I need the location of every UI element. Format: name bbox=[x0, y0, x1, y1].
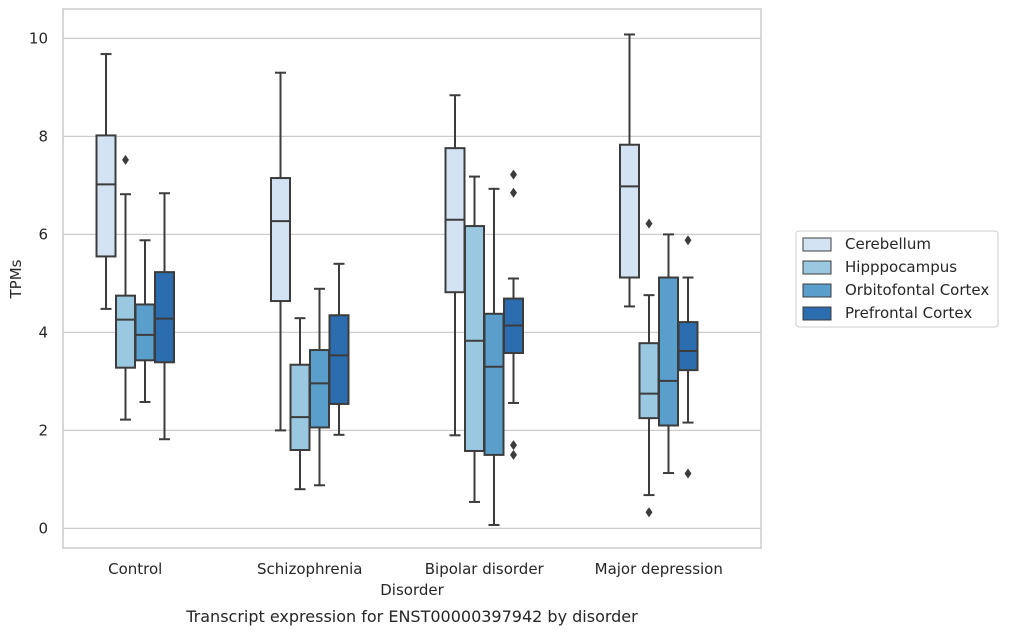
chart-caption: Transcript expression for ENST0000039794… bbox=[185, 607, 638, 626]
x-tick-label: Schizophrenia bbox=[257, 560, 362, 578]
outlier-point bbox=[684, 468, 692, 479]
y-axis-label: TPMs bbox=[7, 259, 25, 299]
y-tick-label: 6 bbox=[38, 225, 48, 243]
box-prefrontal-cortex bbox=[328, 262, 350, 436]
y-gridlines bbox=[63, 37, 761, 530]
legend-frame bbox=[795, 230, 999, 328]
legend: Cerebellum Hipppocampus Orbitofontal Corte… bbox=[795, 230, 999, 328]
box-hipppocampus bbox=[115, 154, 136, 421]
box-groups bbox=[95, 33, 699, 526]
outlier-point bbox=[510, 169, 517, 180]
box-iqr bbox=[483, 312, 505, 456]
box-iqr bbox=[619, 143, 640, 279]
box-prefrontal-cortex bbox=[677, 235, 699, 479]
legend-label: Orbitofontal Cortex bbox=[845, 281, 989, 299]
box-prefrontal-cortex bbox=[154, 192, 175, 441]
y-tick-label: 2 bbox=[38, 421, 48, 439]
plot-background bbox=[63, 9, 761, 548]
box-cerebellum bbox=[619, 33, 640, 308]
legend-swatch bbox=[802, 306, 832, 321]
legend-label: Prefrontal Cortex bbox=[845, 304, 972, 322]
outlier-point bbox=[645, 507, 653, 518]
outlier-point bbox=[684, 235, 692, 246]
outlier-point bbox=[510, 187, 517, 198]
box-iqr bbox=[328, 314, 350, 405]
box-iqr bbox=[115, 294, 136, 369]
outlier-point bbox=[510, 449, 517, 460]
outlier-point bbox=[122, 154, 129, 165]
legend-swatch bbox=[802, 260, 832, 275]
x-tick-label: Control bbox=[108, 560, 162, 578]
box-iqr bbox=[658, 276, 679, 427]
y-tick-label: 10 bbox=[29, 29, 48, 47]
y-tick-label: 8 bbox=[38, 127, 48, 145]
legend-swatch bbox=[802, 283, 832, 298]
x-tick-label: Major depression bbox=[595, 560, 723, 578]
y-axis-ticks: 0 2 4 6 8 10 bbox=[29, 29, 48, 537]
box-iqr bbox=[638, 342, 660, 420]
box-iqr bbox=[270, 177, 291, 303]
box-cerebellum bbox=[95, 53, 117, 310]
y-tick-label: 0 bbox=[38, 519, 48, 537]
x-axis-label: Disorder bbox=[380, 581, 444, 599]
legend-swatch bbox=[802, 237, 832, 252]
box-prefrontal-cortex bbox=[503, 169, 524, 460]
box-orbitofontal-cortex bbox=[483, 187, 505, 526]
box-iqr bbox=[134, 303, 156, 362]
box-iqr bbox=[95, 134, 117, 258]
box-hipppocampus bbox=[638, 218, 660, 518]
legend-label: Cerebellum bbox=[845, 235, 931, 253]
y-tick-label: 4 bbox=[38, 323, 48, 341]
legend-label: Hipppocampus bbox=[845, 258, 957, 276]
box-cerebellum bbox=[270, 71, 291, 432]
outlier-point bbox=[645, 218, 653, 229]
box-iqr bbox=[289, 363, 311, 451]
box-iqr bbox=[677, 321, 699, 372]
plot-frame bbox=[62, 8, 762, 549]
outlier-point bbox=[510, 440, 517, 451]
x-axis-ticks: Control Schizophrenia Bipolar disorder Majo… bbox=[108, 560, 723, 578]
box-iqr bbox=[154, 271, 175, 364]
box-iqr bbox=[309, 349, 330, 429]
box-iqr bbox=[464, 225, 485, 452]
box-cerebellum bbox=[444, 94, 466, 437]
x-tick-label: Bipolar disorder bbox=[425, 560, 545, 578]
